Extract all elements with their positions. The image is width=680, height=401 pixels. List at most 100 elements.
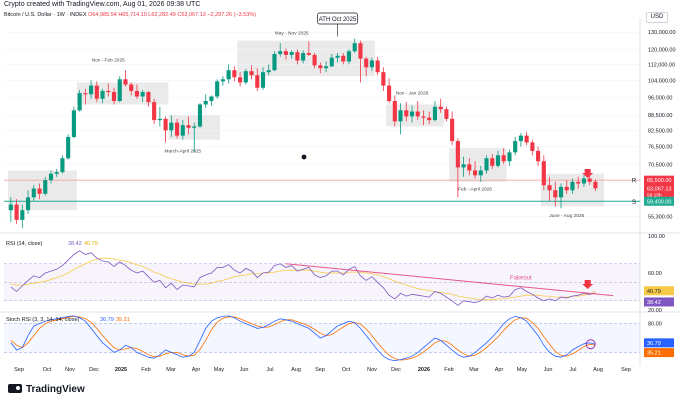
- time-tick-label: Jun: [240, 367, 249, 373]
- level-label-R: R: [632, 179, 637, 185]
- annotation-label-4: Nov - Jan 2026: [396, 90, 429, 96]
- candle-body: [157, 118, 162, 121]
- candle-body: [404, 110, 409, 117]
- candle-body: [415, 111, 420, 117]
- candle-body: [301, 53, 306, 61]
- candle-body: [249, 71, 254, 76]
- rsi-title: RSI (14, close): [6, 241, 43, 247]
- candle-body: [490, 158, 495, 166]
- candle-body: [312, 54, 317, 66]
- rsi-fakeout-label: Fakeout: [510, 275, 532, 281]
- price-chart[interactable]: R S ATH Oct 2025 May - Nov 2025 Nov - Feb 20…: [0, 0, 680, 380]
- stoch-k-value-label: 36.79: [100, 317, 114, 323]
- candle-body: [255, 75, 260, 88]
- candle-body: [117, 79, 122, 102]
- candle-body: [197, 104, 203, 127]
- candle-body: [111, 92, 117, 102]
- candle-body: [37, 188, 42, 194]
- current-price-tag-label: 63,067.13: [647, 186, 671, 192]
- candle-body: [215, 81, 220, 97]
- symbol-name: Bitcoin / U.S. Dollar · 1W · INDEX: [4, 12, 87, 18]
- candle-body: [203, 101, 208, 105]
- candle-body: [484, 158, 489, 171]
- candle-body: [392, 101, 397, 122]
- candle-body: [329, 57, 334, 67]
- time-tick-label: Nov: [65, 367, 75, 373]
- candle-body: [375, 60, 380, 73]
- candle-body: [438, 106, 443, 110]
- candle-body: [323, 66, 329, 69]
- rsi-tick-label: 20.00: [648, 308, 662, 314]
- price-tick-label: 88,500.00: [648, 113, 672, 119]
- watermark-icon: [301, 154, 307, 160]
- stoch-d-line: [10, 315, 596, 361]
- stoch-d-tag-label: 35.21: [647, 351, 661, 357]
- candle-body: [140, 92, 145, 97]
- time-tick-label: Sep: [315, 367, 325, 373]
- time-tick-label: Apr: [192, 367, 201, 373]
- current-price-tag: [644, 184, 674, 199]
- annotation-label-2: Nov - Feb 2025: [92, 57, 125, 63]
- time-tick-label: Apr: [495, 367, 504, 373]
- candle-body: [66, 136, 71, 159]
- candle-body: [524, 135, 529, 143]
- candle-body: [547, 185, 552, 191]
- candle-body: [432, 106, 438, 121]
- candle-body: [461, 164, 466, 168]
- candle-body: [100, 90, 105, 99]
- candle-body: [77, 93, 82, 111]
- price-tick-label: 76,500.00: [648, 145, 672, 151]
- candle-body: [94, 85, 99, 99]
- candle-body: [387, 85, 392, 102]
- price-tick-label: 130,000.00: [648, 30, 676, 36]
- candle-body: [272, 53, 277, 71]
- candle-body: [541, 161, 546, 186]
- candle-body: [518, 135, 523, 142]
- candle-body: [106, 90, 111, 93]
- time-tick-label: Dec: [391, 367, 401, 373]
- candle-body: [209, 96, 214, 102]
- annotation-label-5: Feb - April 2026: [458, 186, 492, 192]
- candle-body: [450, 118, 455, 142]
- box-2024: [8, 170, 77, 211]
- ohlc-values: O64,985.54 H65,714.10 L62,282.49 C63,067…: [88, 12, 256, 18]
- candle-body: [283, 51, 289, 55]
- candle-body: [501, 155, 506, 162]
- time-tick-label: Mar: [469, 367, 479, 373]
- time-tick-label: Aug: [593, 367, 603, 373]
- candle-body: [427, 117, 432, 121]
- candle-body: [163, 118, 168, 131]
- candle-body: [318, 65, 323, 69]
- time-tick-label: Nov: [367, 367, 377, 373]
- currency-badge[interactable]: USD: [646, 12, 668, 23]
- candle-body: [495, 155, 501, 166]
- candle-body: [455, 141, 460, 168]
- candle-body: [398, 110, 403, 122]
- candle-body: [25, 197, 31, 211]
- candle-body: [134, 90, 140, 97]
- box-may-nov: [237, 40, 375, 77]
- resistance-price-tag: [644, 175, 674, 185]
- candle-body: [346, 51, 352, 62]
- candle-body: [192, 126, 197, 128]
- rsi-ma-value-label: 40.79: [84, 241, 98, 247]
- stoch-k-tag: [644, 338, 674, 348]
- candle-body: [83, 93, 88, 95]
- candle-body: [220, 79, 225, 82]
- candle-body: [180, 125, 185, 136]
- candle-body: [593, 181, 598, 189]
- stoch-highlight-circle: [585, 339, 596, 350]
- candle-body: [564, 186, 569, 191]
- candle-body: [123, 79, 128, 85]
- stoch-title: Stoch RSI (3, 3, 14, 14, close): [6, 317, 80, 323]
- candle-body: [48, 173, 54, 181]
- candle-body: [243, 71, 248, 83]
- candle-body: [89, 85, 94, 95]
- candle-body: [278, 51, 283, 54]
- price-tick-label: 55,300.00: [648, 215, 672, 221]
- candle-body: [289, 52, 294, 55]
- stoch-k-line: [10, 315, 596, 362]
- candle-body: [381, 72, 386, 86]
- time-tick-label: 2025: [115, 367, 127, 373]
- symbol-info: Bitcoin / U.S. Dollar · 1W · INDEX O64,9…: [4, 12, 256, 18]
